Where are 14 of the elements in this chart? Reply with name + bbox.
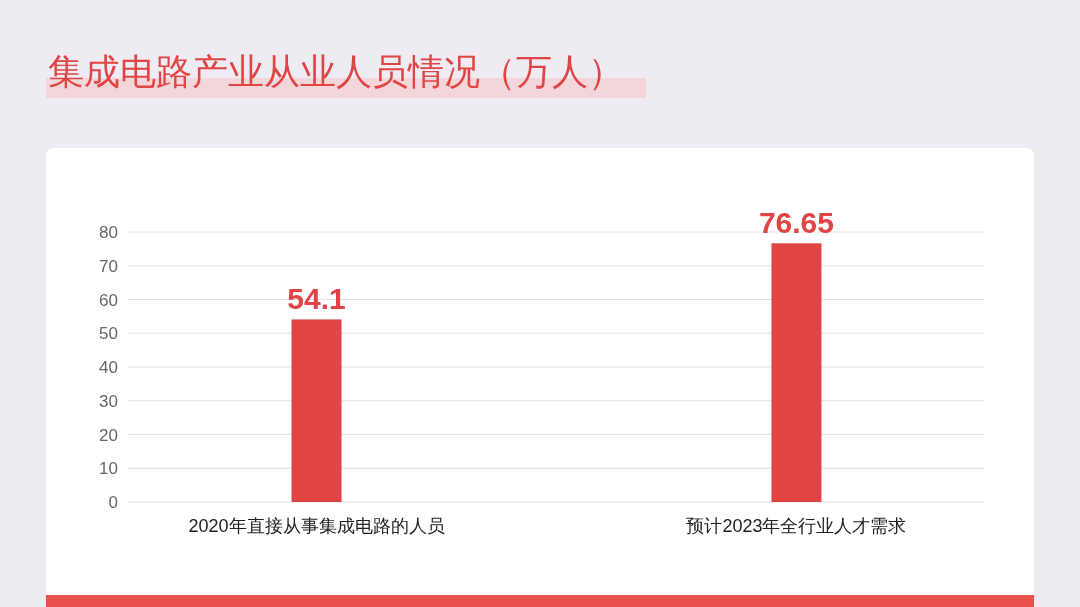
x-tick-label: 预计2023年全行业人才需求 [686, 516, 907, 536]
y-tick-label: 20 [99, 425, 118, 445]
y-tick-label: 30 [99, 391, 118, 411]
data-label: 76.65 [758, 206, 834, 240]
y-tick-label: 80 [99, 223, 118, 242]
y-tick-label: 10 [99, 459, 118, 479]
y-tick-label: 70 [99, 256, 118, 276]
data-label: 54.1 [287, 282, 346, 316]
y-tick-label: 50 [99, 324, 118, 344]
y-tick-label: 60 [99, 290, 118, 310]
x-tick-label: 2020年直接从事集成电路的人员 [188, 516, 445, 536]
y-tick-label: 40 [99, 358, 118, 377]
y-tick-label: 0 [108, 493, 118, 512]
chart-title: 集成电路产业从业人员情况（万人） [48, 51, 624, 92]
